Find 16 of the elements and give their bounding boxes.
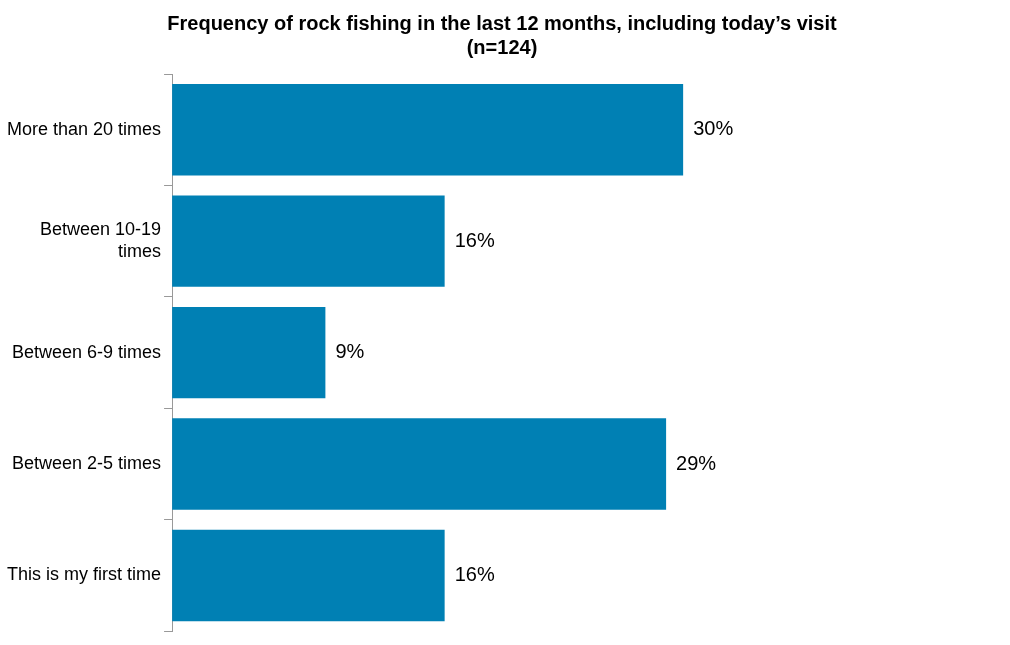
y-tick-label: Between 6-9 times [11, 341, 162, 362]
y-tick-label: More than 20 times [6, 118, 162, 139]
chart-title: Frequency of rock fishing in the last 12 months, including today’s visit (n=124) [167, 11, 838, 58]
bar [172, 195, 445, 287]
y-tick-label: Between 10-19 times [39, 219, 162, 261]
data-label: 30% [693, 117, 734, 140]
y-tick-label: Between 2-5 times [11, 453, 162, 474]
bar [172, 418, 667, 510]
data-label: 9% [335, 340, 365, 363]
data-label: 29% [676, 451, 717, 474]
data-label: 16% [454, 228, 495, 251]
bar [172, 529, 445, 622]
bar [172, 306, 326, 399]
y-tick-label: This is my first time [7, 564, 162, 585]
bar [172, 84, 684, 176]
data-label: 16% [454, 563, 495, 585]
